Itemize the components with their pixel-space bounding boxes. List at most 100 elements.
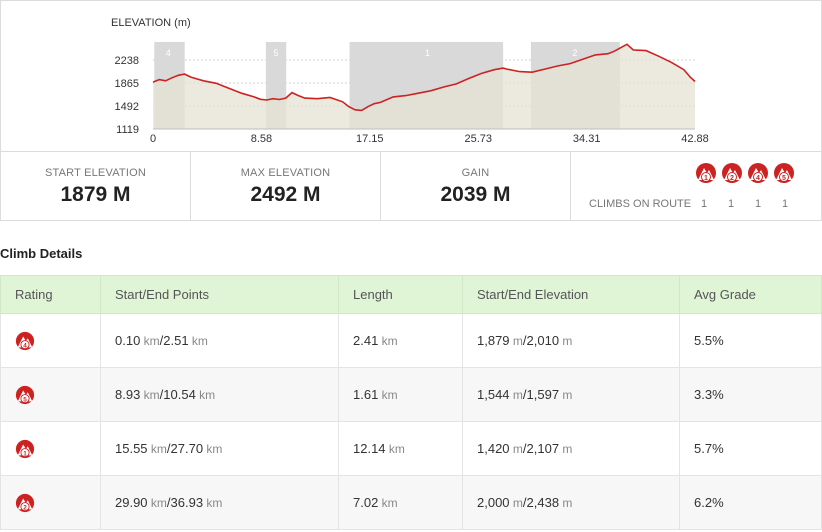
climb-category-4-icon: 4: [747, 162, 769, 184]
length-cell: 12.14 km: [338, 421, 463, 476]
gain-stat: GAIN 2039 M: [381, 152, 571, 220]
climbs-on-route-label: CLIMBS ON ROUTE: [589, 198, 692, 210]
avg-grade-value: 5.5%: [694, 333, 724, 348]
climb-category-label: 4: [23, 342, 27, 349]
y-tick-label: 2238: [115, 55, 139, 67]
x-tick-label: 34.31: [573, 133, 601, 145]
col-rating: Rating: [0, 275, 101, 314]
separator: /: [522, 387, 527, 402]
climb-band-label: 4: [166, 48, 171, 58]
climb-category-label: 2: [730, 175, 734, 182]
y-tick-label: 1865: [115, 78, 139, 90]
climb-details-title: Climb Details: [0, 246, 83, 261]
end-point: 36.93: [170, 495, 204, 510]
climb-category-label: 2: [23, 504, 27, 511]
climb-band-label: 5: [274, 48, 279, 58]
col-start-end-elevation: Start/End Elevation: [462, 275, 680, 314]
start-end-points-cell: 8.93 km/10.54 km: [100, 367, 339, 422]
rating-cell: 4: [0, 313, 101, 368]
y-tick-label: 1492: [115, 101, 139, 113]
climb-counts: 1 1 1 1: [701, 198, 809, 210]
x-tick-label: 25.73: [464, 133, 492, 145]
climbs-on-route: 1 2 4 5 CLIMBS ON ROUTE 1 1 1 1: [571, 152, 821, 220]
max-elevation-value: 2492 M: [250, 183, 321, 206]
length-cell: 1.61 km: [338, 367, 463, 422]
climb-count: 1: [755, 198, 762, 210]
end-elevation: 2,438: [526, 495, 560, 510]
length-value: 2.41: [353, 333, 379, 348]
end-elevation: 2,010: [526, 333, 560, 348]
elevation-chart[interactable]: ELEVATION (m) 2238 1865 1492 1119 4 5 1 2 0 8.58 17…: [1, 1, 822, 153]
start-point: 15.55: [115, 441, 148, 456]
x-tick-label: 0: [150, 133, 156, 145]
elevation-area: [153, 44, 695, 129]
max-elevation-stat: MAX ELEVATION 2492 M: [191, 152, 381, 220]
unit-m: m: [509, 442, 523, 456]
unit-km: km: [203, 442, 223, 456]
length-value: 1.61: [353, 387, 379, 402]
end-elevation: 2,107: [526, 441, 560, 456]
climb-category-label: 1: [704, 175, 708, 182]
unit-km: km: [188, 334, 208, 348]
end-elevation: 1,597: [526, 387, 560, 402]
start-elevation: 2,000: [477, 495, 510, 510]
stats-bar: START ELEVATION 1879 M MAX ELEVATION 249…: [0, 152, 822, 221]
start-elevation-value: 1879 M: [60, 183, 131, 206]
climb-category-label: 5: [23, 396, 27, 403]
unit-km: km: [385, 442, 405, 456]
start-elevation: 1,544: [477, 387, 510, 402]
table-row: 4 0.10 km/2.51 km 2.41 km 1,879 m/2,010 m 5.…: [0, 313, 822, 368]
unit-km: km: [378, 334, 398, 348]
x-tick-label: 8.58: [251, 133, 272, 145]
start-point: 29.90: [115, 495, 148, 510]
avg-grade-value: 5.7%: [694, 441, 724, 456]
separator: /: [522, 495, 527, 510]
unit-m: m: [559, 388, 573, 402]
climb-category-label: 1: [23, 450, 27, 457]
unit-m: m: [559, 334, 573, 348]
end-point: 27.70: [170, 441, 204, 456]
climb-band-label: 1: [425, 48, 430, 58]
separator: /: [166, 495, 171, 510]
start-elevation: 1,879: [477, 333, 510, 348]
climb-count: 1: [728, 198, 735, 210]
start-point: 0.10: [115, 333, 141, 348]
start-end-elevation-cell: 2,000 m/2,438 m: [462, 475, 680, 530]
elevation-line: [152, 43, 696, 112]
rating-cell: 1: [0, 421, 101, 476]
mountain-icon: 4: [748, 163, 768, 183]
climb-count: 1: [782, 198, 789, 210]
separator: /: [159, 333, 164, 348]
climb-band-label: 2: [572, 48, 577, 58]
start-end-elevation-cell: 1,420 m/2,107 m: [462, 421, 680, 476]
length-cell: 7.02 km: [338, 475, 463, 530]
col-avg-grade: Avg Grade: [679, 275, 822, 314]
chart-ylabel: ELEVATION (m): [111, 17, 191, 29]
climb-category-1-icon: 1: [695, 162, 717, 184]
unit-km: km: [195, 388, 216, 402]
elevation-chart-panel: ELEVATION (m) 2238 1865 1492 1119 4 5 1 2 0 8.58 17…: [0, 0, 822, 152]
avg-grade-cell: 6.2%: [679, 475, 822, 530]
climb-details-table: Rating Start/End Points Length Start/End…: [0, 275, 822, 530]
avg-grade-value: 6.2%: [694, 495, 724, 510]
separator: /: [159, 387, 164, 402]
max-elevation-label: MAX ELEVATION: [240, 167, 331, 179]
unit-km: km: [140, 388, 160, 402]
unit-m: m: [509, 388, 523, 402]
climb-category-label: 4: [756, 175, 760, 182]
x-tick-label: 42.88: [681, 133, 709, 145]
unit-km: km: [203, 496, 223, 510]
climb-category-5-icon: 5: [773, 162, 795, 184]
start-end-points-cell: 15.55 km/27.70 km: [100, 421, 339, 476]
start-end-points-cell: 0.10 km/2.51 km: [100, 313, 339, 368]
mountain-icon: 5: [774, 163, 794, 183]
avg-grade-cell: 5.7%: [679, 421, 822, 476]
mountain-icon: 2: [722, 163, 742, 183]
separator: /: [166, 441, 171, 456]
climb-rating-icon: 2: [15, 493, 35, 512]
end-point: 10.54: [163, 387, 196, 402]
table-header-row: Rating Start/End Points Length Start/End…: [0, 275, 822, 314]
start-end-points-cell: 29.90 km/36.93 km: [100, 475, 339, 530]
start-elevation: 1,420: [477, 441, 510, 456]
